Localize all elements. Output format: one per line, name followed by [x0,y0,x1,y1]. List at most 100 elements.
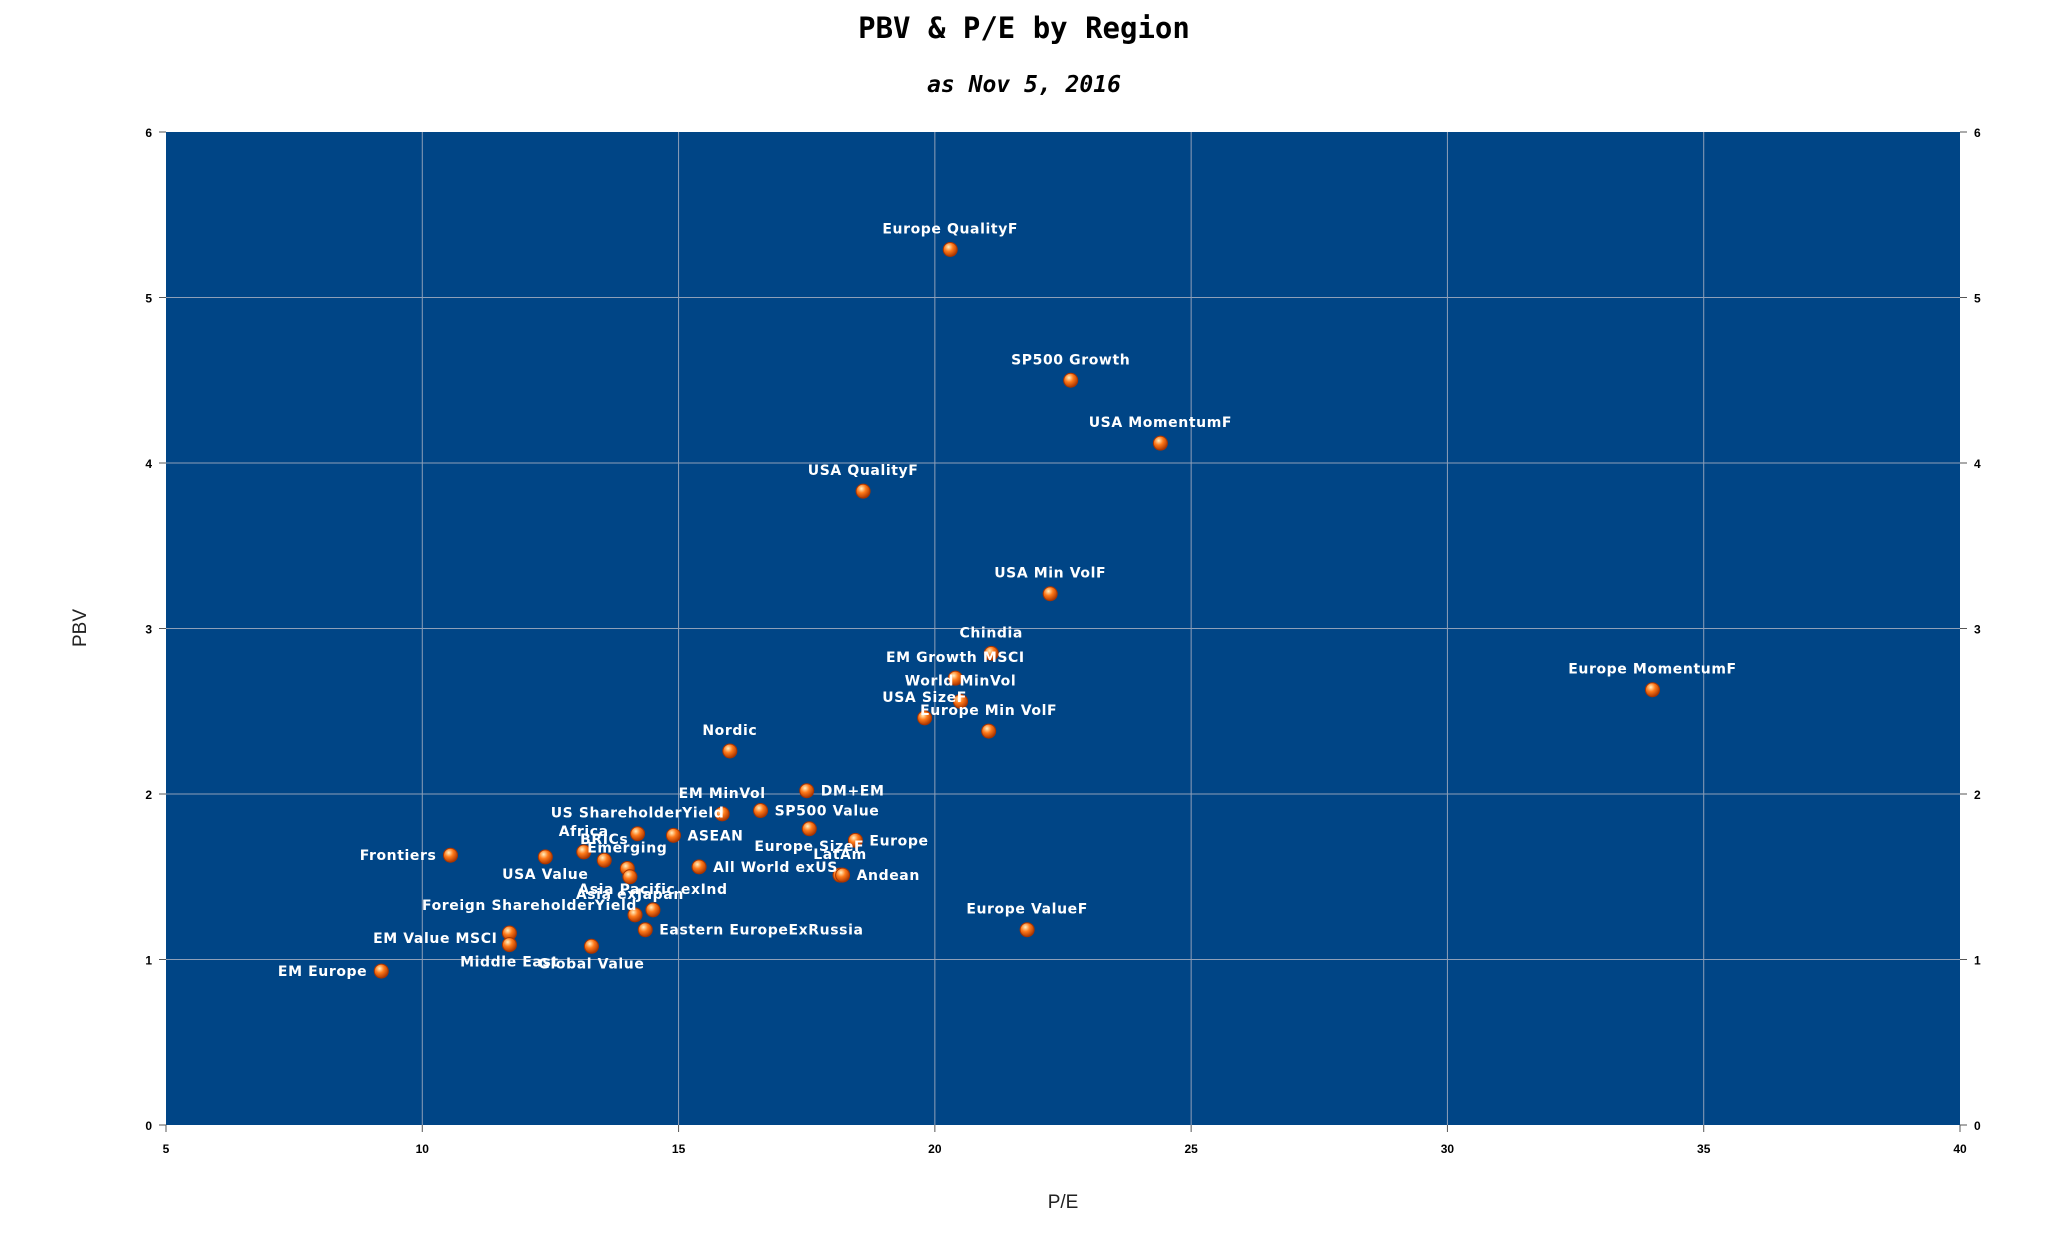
data-labels: Europe QualityF SP500 Growth USA MomentumF… [278,222,1736,981]
scatter-point [630,826,646,842]
y-tick-label: 5 [145,292,152,306]
y-tick-label-right: 2 [1974,788,1981,802]
y-tick-label-right: 3 [1974,623,1981,637]
scatter-point [947,670,963,686]
x-tick-label: 35 [1697,1142,1711,1156]
grid [166,132,1960,1125]
scatter-point [627,907,643,923]
scatter-point [799,783,815,799]
y-tick-label-right: 0 [1974,1119,1981,1133]
x-tick-label: 25 [1184,1142,1198,1156]
point-label: Europe ValueF [966,902,1088,918]
point-label: All World exUS [713,860,838,876]
scatter-point [665,827,681,843]
y-tick-label: 3 [145,623,152,637]
point-label: USA SizeF [882,690,967,706]
data-points [373,242,1660,979]
scatter-point [1063,372,1079,388]
scatter-point [855,483,871,499]
scatter-point [596,852,612,868]
point-label: EM Europe [278,964,367,980]
point-label: EM Growth MSCI [886,650,1025,666]
point-label: USA MomentumF [1089,415,1232,431]
point-label: World MinVol [905,673,1017,689]
scatter-point [714,806,730,822]
point-label: Africa [559,824,609,840]
scatter-point [442,847,458,863]
x-tick-label: 5 [163,1142,170,1156]
point-label: Andean [857,868,920,884]
scatter-point [373,963,389,979]
x-tick-label: 10 [416,1142,430,1156]
point-label: Global Value [538,956,644,972]
scatter-point [691,859,707,875]
scatter-point [1042,586,1058,602]
x-tick-label: 30 [1441,1142,1455,1156]
scatter-point [917,710,933,726]
scatter-point [637,922,653,938]
scatter-point [583,938,599,954]
y-axis-title: PBV [70,609,91,647]
point-label: Asia exJapan [576,887,684,903]
point-label: EM Value MSCI [373,931,497,947]
scatter-point [981,723,997,739]
y-tick-label: 4 [145,457,152,471]
point-label: ASEAN [687,828,743,844]
point-label: Middle East [460,955,559,971]
point-label: EM MinVol [679,786,766,802]
point-label: Europe Min VolF [920,703,1057,719]
scatter-point [942,242,958,258]
point-label: SP500 Growth [1011,352,1130,368]
point-label: USA Min VolF [994,566,1106,582]
point-label: Eastern EuropeExRussia [659,923,863,939]
point-label: USA Value [502,867,588,883]
point-label: BRICs [580,832,628,848]
scatter-point [983,645,999,661]
point-label: US ShareholderYield [551,806,725,822]
point-label: Chindia [959,625,1022,641]
scatter-point [576,844,592,860]
y-tick-label-right: 6 [1974,126,1981,140]
point-label: Emerging [587,840,667,856]
point-label: Europe QualityF [882,222,1018,238]
scatter-point [722,743,738,759]
point-label: Frontiers [360,848,437,864]
y-tick-label-right: 5 [1974,292,1981,306]
scatter-point [801,821,817,837]
y-tick-label-right: 4 [1974,457,1981,471]
chart-title: PBV & P/E by Region [858,11,1190,45]
point-label: Europe MomentumF [1568,662,1736,678]
point-label: Asia Pacific exInd [578,882,727,898]
scatter-point [1152,435,1168,451]
scatter-point [753,803,769,819]
y-tick-label: 1 [145,954,152,968]
scatter-point [537,849,553,865]
point-label: DM+EM [821,784,885,800]
y-tick-label: 0 [145,1119,152,1133]
scatter-point [1644,682,1660,698]
point-label: Europe [869,833,928,849]
point-label: SP500 Value [775,804,880,820]
y-tick-label: 2 [145,788,152,802]
axis-ticks: 5 10 15 20 25 30 35 40 0 0 1 1 2 2 3 3 4 4 5 5 6 6 [145,126,1981,1156]
x-axis-title: P/E [1048,1192,1079,1213]
chart-subtitle: as Nov 5, 2016 [927,72,1121,98]
point-label: LatAm [813,847,866,863]
point-label: USA QualityF [808,463,919,479]
x-tick-label: 20 [928,1142,942,1156]
scatter-point [835,867,851,883]
x-tick-label: 15 [672,1142,686,1156]
scatter-point [501,937,517,953]
y-tick-label-right: 1 [1974,954,1981,968]
y-tick-label: 6 [145,126,152,140]
point-label: Nordic [702,723,757,739]
point-label: Foreign ShareholderYield [422,898,637,914]
scatter-point [622,869,638,885]
scatter-point [847,832,863,848]
scatter-point [645,902,661,918]
x-tick-label: 40 [1953,1142,1967,1156]
scatter-point [1019,922,1035,938]
point-label: Europe SizeF [754,839,864,855]
scatter-point [952,693,968,709]
